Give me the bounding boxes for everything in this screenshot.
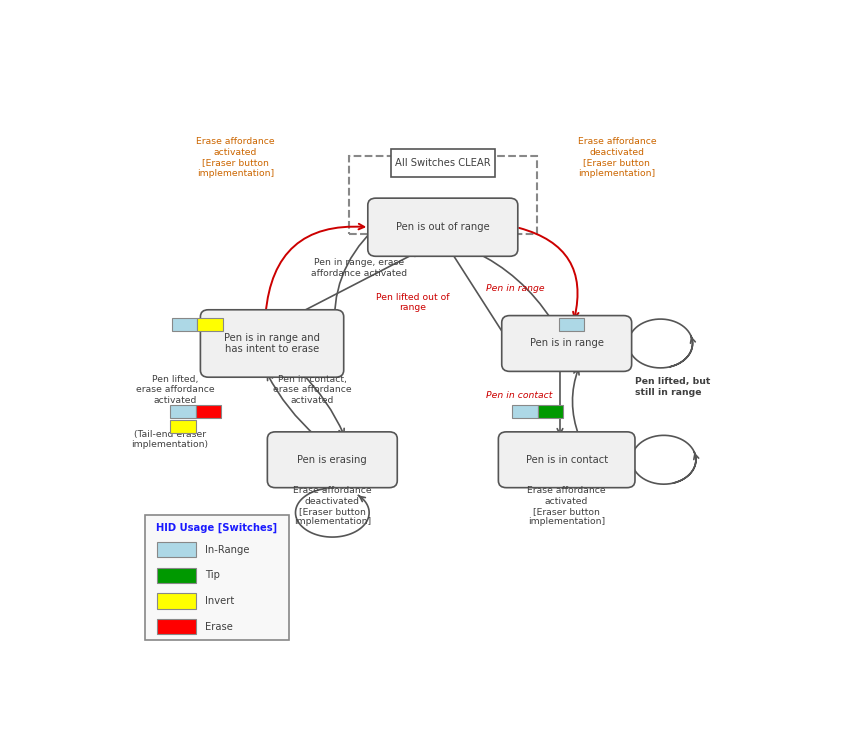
Text: Invert: Invert <box>205 596 234 606</box>
Text: Erase affordance
deactivated
[Eraser button
implementation]: Erase affordance deactivated [Eraser but… <box>577 137 657 177</box>
Text: Pen in range: Pen in range <box>486 284 545 293</box>
Text: Pen in contact: Pen in contact <box>486 391 553 400</box>
Text: Pen lifted,
erase affordance
activated: Pen lifted, erase affordance activated <box>136 375 214 405</box>
Bar <box>145 515 289 640</box>
Text: Pen lifted out of
range: Pen lifted out of range <box>376 293 449 313</box>
Bar <box>197 318 223 331</box>
Text: Pen in range, erase
affordance activated: Pen in range, erase affordance activated <box>311 258 407 278</box>
Text: Pen lifted, but
still in range: Pen lifted, but still in range <box>635 378 710 397</box>
Text: All Switches CLEAR: All Switches CLEAR <box>395 159 491 168</box>
Text: In-Range: In-Range <box>205 545 250 555</box>
Bar <box>349 156 537 235</box>
Bar <box>172 318 197 331</box>
Text: Pen in contact,
erase affordance
activated: Pen in contact, erase affordance activat… <box>273 375 352 405</box>
Bar <box>170 421 196 433</box>
Text: Erase affordance
activated
[Eraser button
implementation]: Erase affordance activated [Eraser butto… <box>196 137 275 177</box>
FancyBboxPatch shape <box>499 432 635 488</box>
Bar <box>170 405 196 418</box>
Text: Erase affordance
deactivated
[Eraser button
implementation]: Erase affordance deactivated [Eraser but… <box>293 486 372 526</box>
FancyBboxPatch shape <box>200 310 344 378</box>
Text: (Tail-end eraser
implementation): (Tail-end eraser implementation) <box>131 430 208 449</box>
Text: Erase: Erase <box>205 621 233 632</box>
FancyBboxPatch shape <box>502 316 632 371</box>
Text: HID Usage [Switches]: HID Usage [Switches] <box>156 522 277 533</box>
Bar <box>157 619 196 634</box>
Text: Pen is in contact: Pen is in contact <box>525 455 607 465</box>
Bar <box>559 318 584 331</box>
Text: Erase affordance
activated
[Eraser button
implementation]: Erase affordance activated [Eraser butto… <box>527 486 606 526</box>
Text: Pen is out of range: Pen is out of range <box>396 222 490 233</box>
Text: Pen is in range and
has intent to erase: Pen is in range and has intent to erase <box>224 333 320 354</box>
Bar <box>196 405 221 418</box>
Bar <box>157 593 196 609</box>
Bar <box>157 542 196 557</box>
Bar <box>157 568 196 583</box>
Bar <box>391 149 495 177</box>
FancyBboxPatch shape <box>368 198 518 256</box>
Bar <box>512 405 538 418</box>
Bar <box>538 405 563 418</box>
Text: Pen is erasing: Pen is erasing <box>297 455 367 465</box>
Text: Pen is in range: Pen is in range <box>530 338 604 349</box>
Text: Tip: Tip <box>205 571 220 581</box>
FancyBboxPatch shape <box>267 432 397 488</box>
